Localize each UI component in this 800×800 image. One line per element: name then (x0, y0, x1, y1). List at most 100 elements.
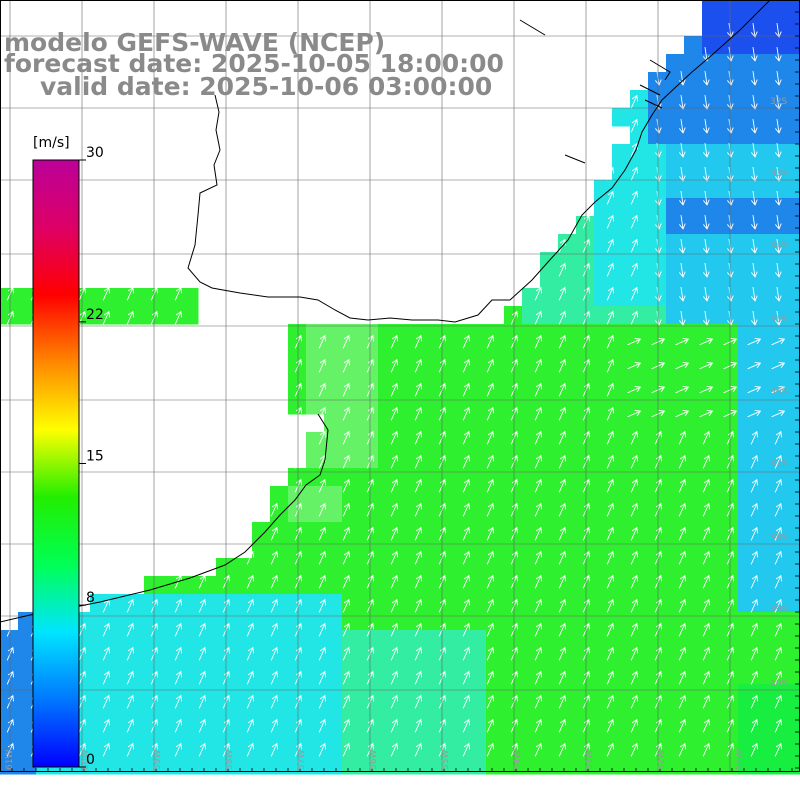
model-title: modelo GEFS-WAVE (NCEP) (4, 28, 386, 57)
wind-arrow (102, 670, 111, 685)
wind-arrow (174, 742, 183, 757)
wind-cell (252, 684, 271, 703)
wind-cell (756, 54, 775, 73)
wind-cell (684, 126, 703, 145)
wind-arrow (606, 190, 615, 205)
wind-arrow (558, 310, 567, 325)
wind-cell (198, 684, 217, 703)
wind-arrow (102, 646, 111, 661)
wind-cell (324, 486, 343, 505)
wind-cell (594, 252, 613, 271)
wind-cell (558, 486, 577, 505)
wind-cell (522, 432, 541, 451)
wind-cell (126, 612, 145, 631)
wind-cell (378, 522, 397, 541)
wind-cell (504, 558, 523, 577)
wind-cell (792, 756, 800, 775)
wind-cell (684, 486, 703, 505)
wind-cell (558, 324, 577, 343)
wind-cell (324, 594, 343, 613)
wind-arrow (534, 310, 543, 325)
wind-cell (666, 630, 685, 649)
wind-cell (486, 324, 505, 343)
wind-cell (648, 108, 667, 127)
wind-cell (684, 54, 703, 73)
wind-cell (666, 360, 685, 379)
wind-cell (612, 270, 631, 289)
wind-cell (630, 738, 649, 757)
wind-cell (756, 360, 775, 379)
wind-cell (612, 612, 631, 631)
wind-cell (378, 342, 397, 361)
wind-cell (594, 270, 613, 289)
wind-arrow (246, 718, 255, 733)
wind-cell (342, 342, 361, 361)
wind-cell (450, 504, 469, 523)
wind-arrow (414, 646, 423, 661)
wind-arrow (606, 262, 615, 277)
wind-cell (0, 630, 19, 649)
wind-cell (414, 324, 433, 343)
wind-cell (162, 756, 181, 775)
wind-cell (108, 738, 127, 757)
wind-cell (234, 738, 253, 757)
wind-cell (342, 558, 361, 577)
wind-cell (342, 324, 361, 343)
wind-cell (684, 306, 703, 325)
wind-cell (414, 738, 433, 757)
wind-arrow (270, 550, 279, 565)
wind-cell (486, 684, 505, 703)
wind-cell (126, 684, 145, 703)
wind-cell (792, 306, 800, 325)
wind-cell (594, 486, 613, 505)
wind-cell (666, 126, 685, 145)
wind-arrow (486, 670, 495, 685)
wind-cell (594, 558, 613, 577)
wind-cell (630, 342, 649, 361)
wind-arrow (675, 385, 690, 394)
wind-cell (234, 594, 253, 613)
wind-arrow (558, 502, 567, 517)
wind-arrow (414, 718, 423, 733)
wind-cell (720, 396, 739, 415)
wind-arrow (678, 311, 686, 326)
wind-cell (648, 72, 667, 91)
wind-arrow (630, 550, 639, 565)
wind-arrow (771, 385, 786, 394)
wind-arrow (414, 694, 423, 709)
wind-arrow (342, 478, 351, 493)
wind-cell (684, 90, 703, 109)
wind-cell (756, 756, 775, 775)
wind-cell (522, 612, 541, 631)
wind-cell (432, 684, 451, 703)
wind-cell (504, 684, 523, 703)
wind-cell (396, 486, 415, 505)
wind-cell (378, 756, 397, 775)
wind-arrow (678, 454, 687, 469)
wind-cell (216, 666, 235, 685)
wind-cell (702, 216, 721, 235)
wind-cell (378, 738, 397, 757)
wind-cell (432, 324, 451, 343)
wind-cell (540, 378, 559, 397)
wind-arrow (486, 382, 495, 397)
wind-cell (360, 702, 379, 721)
wind-cell (522, 324, 541, 343)
colorbar-tick-label: 30 (86, 145, 104, 161)
wind-cell (684, 684, 703, 703)
wind-cell (288, 378, 307, 397)
wind-cell (450, 648, 469, 667)
wind-cell (504, 702, 523, 721)
wind-cell (792, 594, 800, 613)
wind-cell (486, 756, 505, 775)
wind-cell (450, 756, 469, 775)
wind-arrow (702, 454, 711, 469)
wind-cell (558, 702, 577, 721)
wind-cell (594, 540, 613, 559)
wind-cell (504, 432, 523, 451)
wind-cell (432, 342, 451, 361)
wind-arrow (630, 622, 639, 637)
wind-cell (630, 180, 649, 199)
wind-cell (504, 720, 523, 739)
wind-arrow (462, 454, 471, 469)
